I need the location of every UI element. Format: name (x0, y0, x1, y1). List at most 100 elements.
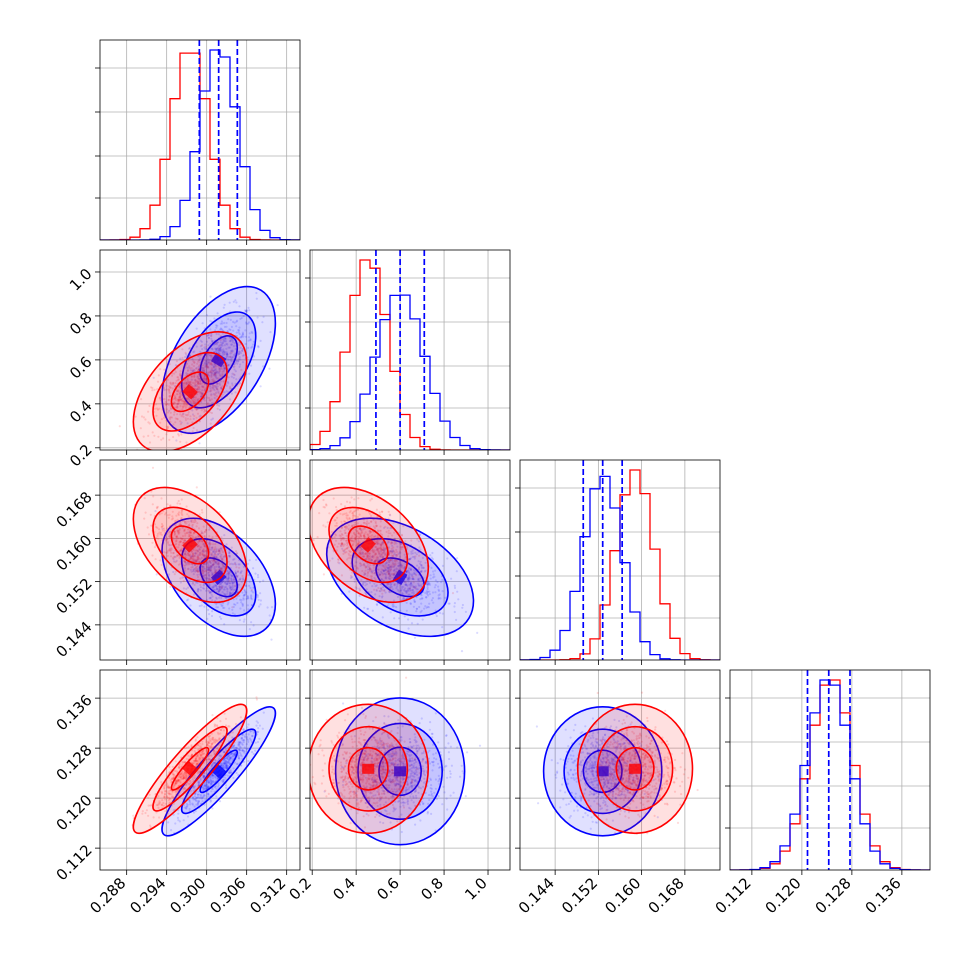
scatter-point-blue (213, 317, 216, 320)
scatter-point-red (218, 352, 221, 355)
scatter-point-blue (214, 571, 217, 574)
scatter-point-blue (429, 574, 432, 577)
scatter-point-red (173, 401, 176, 404)
scatter-point-red (204, 387, 207, 390)
scatter-point-red (184, 413, 187, 416)
scatter-point-red (368, 567, 372, 571)
scatter-point-red (363, 536, 366, 539)
scatter-point-red (186, 379, 189, 382)
scatter-point-blue (200, 395, 203, 398)
scatter-point-red (174, 399, 178, 402)
scatter-point-red (196, 383, 199, 386)
scatter-point-blue (209, 596, 212, 599)
density-peak-blue (210, 352, 227, 368)
scatter-point-blue (221, 341, 224, 344)
scatter-point-blue (400, 587, 403, 590)
scatter-point-red (361, 551, 364, 554)
scatter-point-blue (217, 349, 220, 352)
scatter-point-blue (416, 622, 419, 625)
scatter-point-blue (221, 352, 224, 355)
scatter-point-blue (432, 601, 435, 604)
scatter-point-blue (188, 347, 191, 350)
scatter-point-red (184, 560, 187, 564)
scatter-point-red (355, 544, 358, 547)
scatter-point-blue (230, 343, 233, 346)
scatter-point-red (370, 559, 373, 562)
scatter-point-blue (408, 567, 411, 570)
scatter-point-red (212, 543, 215, 546)
scatter-point-blue (419, 611, 422, 614)
scatter-point-blue (191, 582, 194, 585)
scatter-point-red (164, 513, 167, 516)
scatter-point-blue (230, 579, 233, 582)
scatter-point-blue (213, 369, 216, 372)
scatter-point-blue (209, 569, 212, 572)
scatter-point-blue (201, 392, 204, 395)
scatter-point-red (218, 511, 221, 514)
scatter-point-blue (397, 552, 400, 555)
scatter-point-red (204, 573, 207, 577)
scatter-point-red (191, 555, 194, 558)
scatter-point-blue (199, 382, 202, 385)
scatter-point-red (195, 558, 198, 562)
scatter-point-blue (461, 606, 464, 609)
scatter-point-red (166, 537, 169, 540)
scatter-point-red (206, 366, 209, 369)
scatter-point-red (354, 537, 357, 540)
scatter-point-red (179, 405, 182, 408)
scatter-point-red (387, 539, 390, 542)
scatter-point-red (214, 394, 217, 397)
scatter-point-blue (216, 324, 219, 327)
scatter-point-blue (212, 551, 215, 554)
scatter-point-red (379, 544, 382, 547)
scatter-point-blue (229, 337, 232, 340)
scatter-point-blue (221, 604, 224, 607)
scatter-point-red (335, 522, 338, 525)
scatter-point-red (155, 525, 158, 529)
scatter-point-blue (214, 384, 217, 387)
scatter-point-red (166, 542, 170, 545)
scatter-point-red (195, 486, 198, 489)
scatter-point-red (375, 558, 378, 561)
scatter-point-blue (225, 352, 228, 355)
scatter-point-blue (225, 325, 228, 328)
scatter-point-red (181, 535, 185, 538)
scatter-point-blue (387, 583, 390, 586)
scatter-point-blue (213, 588, 216, 592)
scatter-point-blue (420, 584, 423, 587)
scatter-point-red (341, 543, 344, 546)
scatter-point-red (358, 513, 361, 516)
scatter-point-red (213, 559, 216, 562)
scatter-point-red (176, 418, 179, 421)
scatter-point-red (174, 370, 177, 374)
scatter-point-blue (193, 564, 196, 567)
scatter-point-blue (213, 373, 216, 376)
scatter-point-blue (238, 326, 241, 329)
scatter-point-blue (214, 561, 217, 564)
scatter-point-red (169, 418, 172, 421)
scatter-point-red (221, 373, 224, 376)
scatter-point-blue (415, 588, 418, 591)
scatter-point-red (373, 540, 376, 543)
scatter-point-blue (207, 563, 210, 567)
scatter-point-blue (407, 593, 410, 596)
histogram-blue (310, 294, 510, 450)
scatter-point-blue (252, 624, 255, 627)
y-tick-label: 0.144 (53, 618, 96, 661)
scatter-point-blue (198, 552, 201, 555)
scatter-point-red (177, 563, 180, 566)
scatter-point-blue (227, 579, 230, 582)
scatter-point-blue (391, 604, 394, 607)
scatter-point-blue (227, 363, 230, 366)
scatter-point-blue (405, 591, 408, 594)
scatter-point-red (168, 416, 171, 419)
scatter-point-blue (221, 342, 224, 345)
scatter-point-red (170, 548, 173, 551)
scatter-point-blue (218, 348, 221, 351)
scatter-point-blue (222, 349, 225, 353)
scatter-point-red (173, 573, 176, 576)
scatter-point-blue (202, 587, 205, 590)
scatter-point-blue (218, 800, 222, 803)
scatter-point-blue (413, 599, 416, 602)
scatter-point-blue (220, 386, 223, 390)
